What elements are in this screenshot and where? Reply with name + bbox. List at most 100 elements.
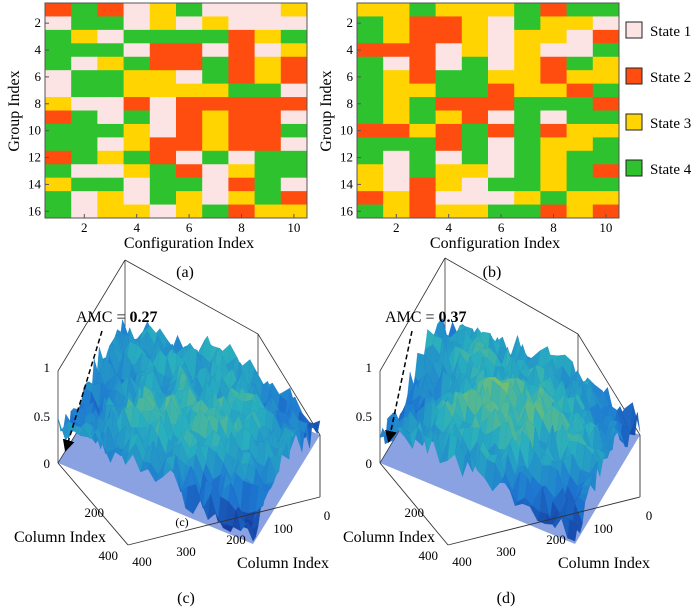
heatmap-b-cell-r12-c5: [461, 150, 489, 165]
row-tick-d-400: 400: [419, 548, 439, 563]
heatmap-a-cell-r11-c8: [228, 137, 255, 152]
heatmap-a-cell-r15-c9: [254, 191, 282, 205]
heatmap-a-cell-r16-c10: [280, 204, 308, 219]
y-tick-label-a-6: 6: [35, 69, 42, 84]
heatmap-b-cell-r2-c3: [409, 16, 436, 31]
heatmap-a-cell-r14-c5: [149, 177, 177, 192]
heatmap-b-cell-r16-c4: [435, 204, 463, 219]
heatmap-a-cell-r3-c1: [45, 29, 72, 44]
heatmap-a-cell-r11-c6: [176, 137, 203, 152]
heatmap-b-cell-r12-c10: [592, 150, 620, 165]
x-tick-label-b-4: 4: [445, 220, 452, 235]
heatmap-b-cell-r12-c6: [488, 150, 515, 165]
heatmap-b-cell-r10-c7: [514, 123, 541, 138]
amc-value-c: 0.27: [129, 309, 157, 326]
y-tick-label-a-2: 2: [35, 15, 42, 30]
z-tick-d-0-5: 0.5: [356, 409, 372, 424]
heatmap-b-cell-r7-c2: [383, 83, 410, 98]
heatmap-b-cell-r15-c1: [357, 191, 384, 205]
col-tick-d-300: 300: [496, 544, 516, 559]
heatmap-b-cell-r8-c8: [540, 97, 567, 111]
heatmap-b-cell-r16-c6: [488, 204, 515, 219]
legend-label-state-2: State 2: [650, 70, 691, 86]
heatmap-b-cell-r4-c1: [357, 43, 384, 58]
heatmap-a-cell-r12-c7: [202, 150, 229, 165]
heatmap-a-cell-r12-c3: [97, 150, 124, 165]
heatmap-a-cell-r14-c6: [176, 177, 203, 192]
heatmap-a-cell-r3-c3: [97, 29, 124, 44]
heatmap-b-cell-r7-c1: [357, 83, 384, 98]
heatmap-a-cell-r5-c7: [202, 56, 229, 71]
heatmap-a-cell-r7-c10: [280, 83, 308, 98]
heatmap-b-cell-r2-c6: [488, 16, 515, 31]
heatmap-a-cell-r3-c8: [228, 29, 255, 44]
heatmap-a-cell-r5-c8: [228, 56, 255, 71]
heatmap-b-cell-r4-c3: [409, 43, 436, 58]
heatmap-a-cell-r7-c6: [176, 83, 203, 98]
heatmap-b-cell-r8-c4: [435, 97, 463, 111]
legend-swatch-state-2: [625, 67, 643, 85]
heatmap-a-cell-r1-c9: [254, 3, 282, 17]
legend-label-state-1: State 1: [650, 24, 691, 40]
heatmap-b-cell-r1-c6: [488, 3, 515, 17]
heatmap-a-cell-r4-c5: [149, 43, 177, 58]
heatmap-b-cell-r11-c1: [357, 137, 384, 152]
x-tick-label-b-2: 2: [393, 220, 400, 235]
heatmap-a-cell-r7-c8: [228, 83, 255, 98]
heatmap-a-cell-r2-c2: [71, 16, 98, 31]
heatmap-a-cell-r8-c4: [123, 97, 151, 111]
heatmap-b-cell-r3-c2: [383, 29, 410, 44]
heatmap-a-cell-r16-c4: [123, 204, 151, 219]
heatmap-a-cell-r9-c4: [123, 110, 151, 125]
heatmap-b-cell-r16-c2: [383, 204, 410, 219]
heatmap-a-cell-r6-c6: [176, 70, 203, 85]
heatmap-b-cell-r2-c8: [540, 16, 567, 31]
heatmap-a-cell-r10-c9: [254, 123, 282, 138]
heatmap-b-cell-r12-c1: [357, 150, 384, 165]
col-tick-d-200: 200: [546, 532, 566, 547]
heatmap-a-ylabel: Group Index: [6, 70, 23, 151]
heatmap-b-cell-r16-c1: [357, 204, 384, 219]
heatmap-b-ylabel: Group Index: [318, 70, 335, 151]
legend-item-state-4: State 4: [625, 159, 692, 178]
heatmap-a-cell-r14-c4: [123, 177, 151, 192]
heatmap-b-cell-r8-c1: [357, 97, 384, 111]
heatmap-a-y-ticks: 2 4 6 8 10 12 14 16: [28, 15, 49, 218]
heatmap-a-cell-r6-c4: [123, 70, 151, 85]
heatmap-a-cell-r11-c1: [45, 137, 72, 152]
heatmap-b-cell-r2-c2: [383, 16, 410, 31]
heatmap-b-cell-r2-c5: [461, 16, 489, 31]
heatmap-b-cell-r7-c6: [488, 83, 515, 98]
heatmap-b-cell-r6-c7: [514, 70, 541, 85]
surface-c-marker: (c): [175, 515, 188, 529]
heatmap-a-cell-r6-c7: [202, 70, 229, 85]
x-tick-label-a-6: 6: [186, 220, 193, 235]
heatmap-a-cell-r3-c7: [202, 29, 229, 44]
heatmap-a-cell-r13-c4: [123, 164, 151, 179]
heatmap-a-cell-r5-c6: [176, 56, 203, 71]
heatmap-b-cell-r10-c2: [383, 123, 410, 138]
heatmap-b-cell-r9-c8: [540, 110, 567, 125]
heatmap-b-cell-r2-c4: [435, 16, 463, 31]
heatmap-a-cell-r1-c4: [123, 3, 151, 17]
heatmap-b-cell-r8-c9: [566, 97, 594, 111]
heatmap-b-cell-r10-c10: [592, 123, 620, 138]
heatmap-a-cell-r10-c6: [176, 123, 203, 138]
heatmap-b-cell-r13-c8: [540, 164, 567, 179]
heatmap-a-cell-r4-c7: [202, 43, 229, 58]
heatmap-a-cell-r5-c10: [280, 56, 308, 71]
heatmap-b-cell-r10-c6: [488, 123, 515, 138]
heatmap-a-cell-r14-c10: [280, 177, 308, 192]
heatmap-b-cell-r10-c8: [540, 123, 567, 138]
heatmap-a-cell-r7-c5: [149, 83, 177, 98]
surface-d-patch-25-25: [567, 519, 578, 542]
heatmap-b-cell-r11-c7: [514, 137, 541, 152]
heatmap-b-cell-r5-c4: [435, 56, 463, 71]
heatmap-b-cell-r6-c3: [409, 70, 436, 85]
heatmap-a-cell-r1-c3: [97, 3, 124, 17]
heatmap-b-cell-r9-c9: [566, 110, 594, 125]
heatmap-b-cell-r16-c9: [566, 204, 594, 219]
